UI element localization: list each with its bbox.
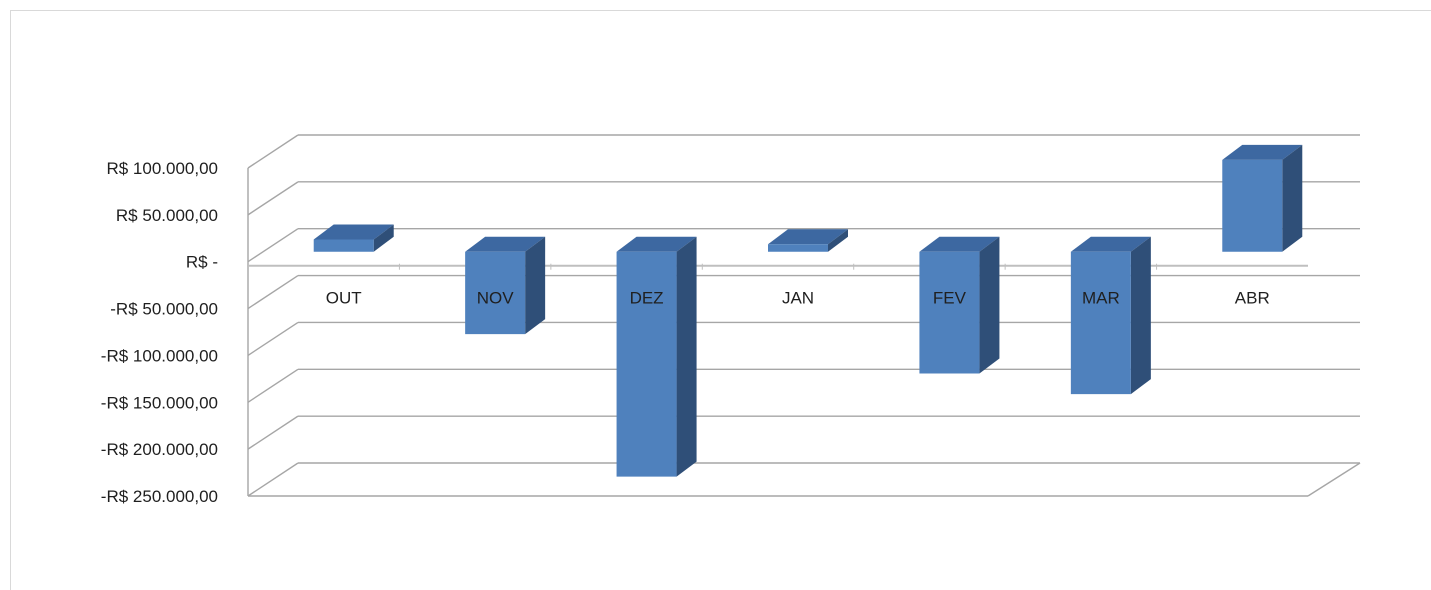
bar-out bbox=[313, 224, 394, 252]
wall-gridline-side bbox=[247, 415, 299, 450]
bar-top-face bbox=[313, 224, 394, 240]
y-tick-label: -R$ 50.000,00 bbox=[110, 300, 218, 319]
bar-side-face bbox=[525, 236, 546, 335]
bar-front-face bbox=[313, 239, 374, 252]
x-tick-label: OUT bbox=[326, 289, 362, 308]
bar-front-face bbox=[616, 251, 677, 477]
bar-top-face bbox=[616, 236, 697, 252]
wall-gridline-side bbox=[247, 181, 299, 216]
floor-side-edge bbox=[1307, 462, 1361, 497]
x-tick-label: FEV bbox=[933, 289, 967, 308]
bar-front-face bbox=[768, 244, 828, 252]
wall-gridline-side bbox=[247, 462, 299, 497]
bar-dez bbox=[616, 236, 697, 477]
x-tick-label: NOV bbox=[477, 289, 515, 308]
bar-nov bbox=[465, 236, 546, 335]
bar-front-face bbox=[1070, 251, 1131, 395]
y-tick-label: R$ 100.000,00 bbox=[106, 159, 218, 178]
y-tick-label: -R$ 250.000,00 bbox=[101, 487, 218, 506]
bar-front-face bbox=[465, 251, 526, 335]
bar-side-face bbox=[373, 224, 394, 252]
y-tick-label: -R$ 200.000,00 bbox=[101, 440, 218, 459]
bar-side-face bbox=[676, 236, 697, 477]
chart-frame bbox=[10, 10, 1431, 590]
bar-top-face bbox=[465, 236, 546, 252]
bar-side-face bbox=[1130, 236, 1151, 395]
x-tick-label: JAN bbox=[782, 289, 814, 308]
bar-front-face bbox=[1222, 159, 1283, 252]
y-tick-label: -R$ 100.000,00 bbox=[101, 346, 218, 365]
y-tick-label: R$ - bbox=[186, 253, 218, 272]
wall-gridline-side bbox=[247, 368, 299, 403]
bar-jan bbox=[768, 229, 848, 252]
y-tick-label: -R$ 150.000,00 bbox=[101, 393, 218, 412]
bar-top-face bbox=[919, 236, 1000, 252]
x-tick-label: DEZ bbox=[630, 289, 664, 308]
wall-gridline-side bbox=[247, 134, 299, 169]
x-tick-label: MAR bbox=[1082, 289, 1120, 308]
bar-side-face bbox=[1282, 144, 1303, 252]
bar-mar bbox=[1070, 236, 1151, 395]
bar-abr bbox=[1222, 144, 1303, 252]
bar-side-face bbox=[979, 236, 1000, 374]
wall-gridline-side bbox=[247, 321, 299, 357]
x-tick-label: ABR bbox=[1235, 289, 1270, 308]
wall-gridline-side bbox=[247, 228, 299, 263]
wall-gridline-side bbox=[247, 274, 299, 310]
bar-top-face bbox=[768, 229, 848, 245]
bar-top-face bbox=[1070, 236, 1151, 252]
bar-side-face bbox=[828, 229, 848, 252]
bar-top-face bbox=[1222, 144, 1303, 160]
y-tick-label: R$ 50.000,00 bbox=[116, 206, 218, 225]
bar-fev bbox=[919, 236, 1000, 374]
bar-front-face bbox=[919, 251, 980, 374]
